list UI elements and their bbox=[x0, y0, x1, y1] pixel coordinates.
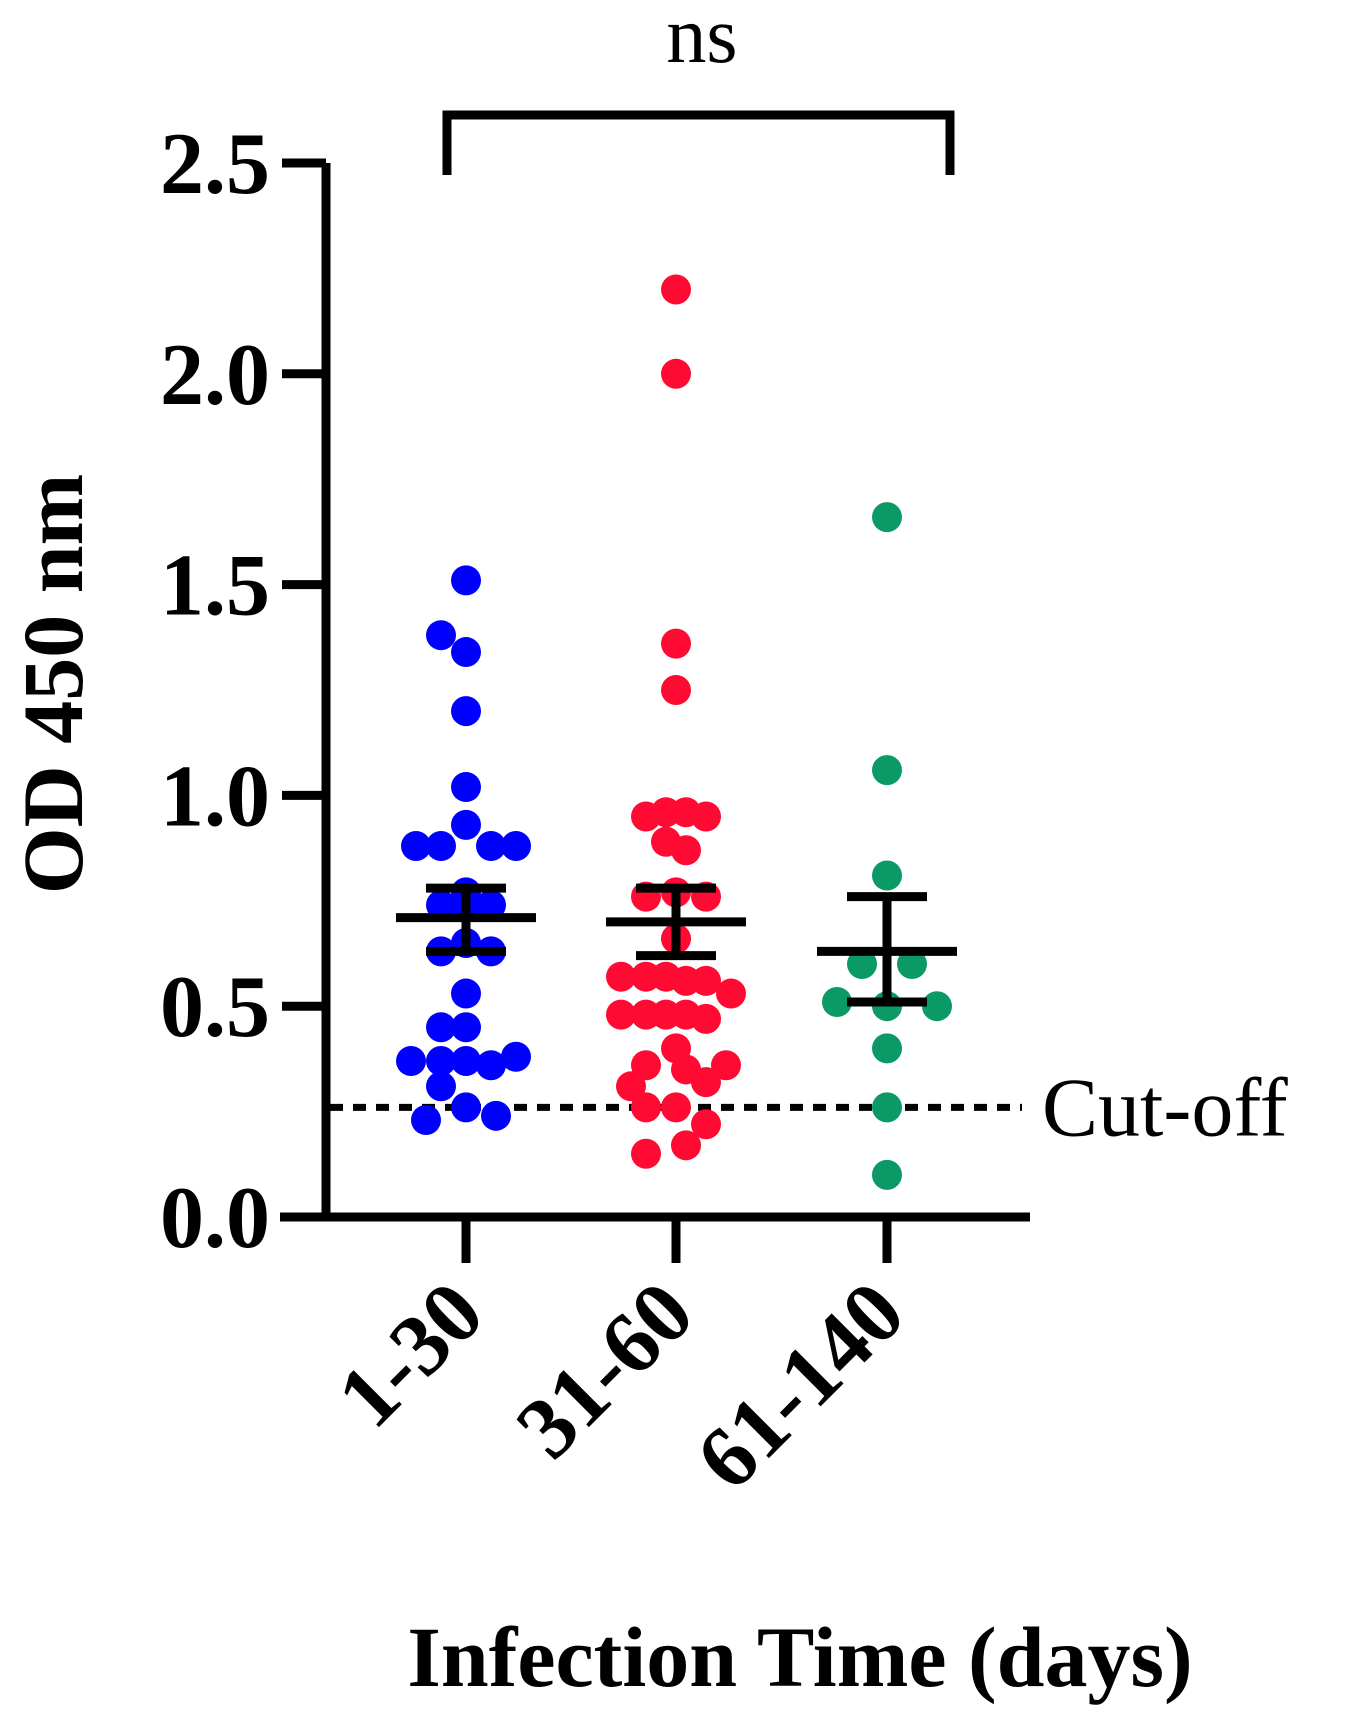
data-point bbox=[476, 890, 506, 921]
data-point bbox=[691, 801, 721, 832]
data-point bbox=[661, 274, 691, 305]
data-point bbox=[691, 1003, 721, 1034]
data-point bbox=[671, 1130, 701, 1161]
y-tick-label: 1.0 bbox=[160, 748, 270, 845]
cutoff-label: Cut-off bbox=[1042, 1061, 1288, 1154]
data-point bbox=[426, 1012, 456, 1043]
data-point bbox=[872, 1033, 902, 1064]
y-ticks: 0.0 0.5 1.0 1.5 2.0 2.5 bbox=[160, 116, 326, 1267]
error-bars bbox=[396, 883, 957, 1007]
data-point bbox=[872, 860, 902, 891]
data-point bbox=[451, 637, 481, 668]
data-point bbox=[897, 949, 927, 980]
data-point bbox=[822, 986, 852, 1017]
y-tick-label: 1.5 bbox=[160, 538, 270, 635]
y-tick-label: 2.5 bbox=[160, 116, 270, 213]
data-point bbox=[451, 809, 481, 840]
data-point bbox=[671, 835, 701, 866]
data-point bbox=[631, 1050, 661, 1081]
data-point bbox=[401, 830, 431, 861]
data-point bbox=[501, 1041, 531, 1072]
data-point bbox=[606, 999, 636, 1030]
data-point bbox=[451, 1092, 481, 1123]
significance-bracket bbox=[442, 110, 955, 175]
data-point bbox=[451, 1012, 481, 1043]
data-points bbox=[396, 274, 952, 1190]
data-point bbox=[476, 1050, 506, 1081]
data-point bbox=[476, 830, 506, 861]
data-point bbox=[426, 890, 456, 921]
x-axis-title: Infection Time (days) bbox=[407, 1609, 1192, 1705]
data-point bbox=[451, 771, 481, 802]
data-point bbox=[606, 961, 636, 992]
data-point bbox=[661, 675, 691, 705]
data-point bbox=[691, 1109, 721, 1140]
data-point bbox=[481, 1100, 511, 1131]
y-tick-label: 2.0 bbox=[160, 327, 270, 424]
data-point bbox=[872, 1092, 902, 1123]
data-point bbox=[451, 1046, 481, 1077]
x-tick-label: 1-30 bbox=[319, 1264, 502, 1447]
data-point bbox=[426, 830, 456, 861]
data-point bbox=[451, 565, 481, 596]
data-point bbox=[661, 358, 691, 389]
x-tick-label: 31-60 bbox=[498, 1264, 712, 1478]
data-point bbox=[411, 1105, 441, 1136]
data-point bbox=[426, 620, 456, 651]
significance-label: ns bbox=[666, 0, 737, 80]
data-point bbox=[711, 1050, 741, 1081]
y-tick-label: 0.5 bbox=[160, 959, 270, 1056]
data-point bbox=[691, 1067, 721, 1098]
y-tick-label: 0.0 bbox=[160, 1170, 270, 1267]
data-point bbox=[451, 696, 481, 727]
data-point bbox=[922, 991, 952, 1022]
data-point bbox=[872, 1159, 902, 1190]
data-point bbox=[661, 1092, 691, 1123]
x-tick-label: 61-140 bbox=[678, 1264, 923, 1509]
data-point bbox=[396, 1046, 426, 1077]
data-point bbox=[426, 1046, 456, 1077]
data-point bbox=[631, 1092, 661, 1123]
data-point bbox=[631, 1138, 661, 1169]
data-point bbox=[426, 1071, 456, 1102]
data-point bbox=[691, 965, 721, 996]
data-point bbox=[661, 628, 691, 659]
data-point bbox=[616, 1071, 646, 1102]
data-point bbox=[501, 830, 531, 861]
data-point bbox=[716, 978, 746, 1009]
data-point bbox=[872, 755, 902, 786]
data-point bbox=[451, 978, 481, 1009]
data-point bbox=[847, 949, 877, 980]
y-axis-title: OD 450 nm bbox=[5, 474, 101, 894]
data-point bbox=[872, 502, 902, 533]
